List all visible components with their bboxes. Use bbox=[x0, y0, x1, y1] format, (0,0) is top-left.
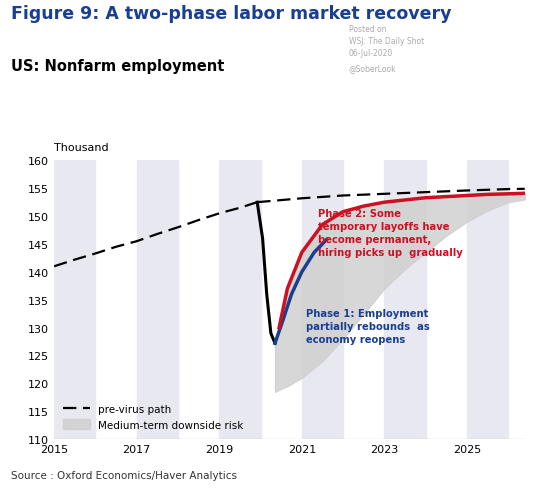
Text: Figure 9: A two-phase labor market recovery: Figure 9: A two-phase labor market recov… bbox=[11, 5, 451, 23]
Text: @SoberLook: @SoberLook bbox=[349, 64, 397, 73]
Text: Thousand: Thousand bbox=[54, 142, 109, 153]
Bar bbox=[54, 161, 95, 439]
Text: Source : Oxford Economics/Haver Analytics: Source : Oxford Economics/Haver Analytic… bbox=[11, 470, 237, 480]
Text: Posted on: Posted on bbox=[349, 25, 386, 34]
Text: WSJ: The Daily Shot: WSJ: The Daily Shot bbox=[349, 37, 424, 46]
Text: Phase 2: Some
temporary layoffs have
become permanent,
hiring picks up  graduall: Phase 2: Some temporary layoffs have bec… bbox=[318, 208, 463, 258]
Text: 06-Jul-2020: 06-Jul-2020 bbox=[349, 49, 393, 58]
Text: US: Nonfarm employment: US: Nonfarm employment bbox=[11, 59, 224, 74]
Bar bbox=[467, 161, 508, 439]
Bar bbox=[302, 161, 343, 439]
Text: Phase 1: Employment
partially rebounds  as
economy reopens: Phase 1: Employment partially rebounds a… bbox=[306, 308, 430, 345]
Bar bbox=[385, 161, 426, 439]
Legend: pre-virus path, Medium-term downside risk: pre-virus path, Medium-term downside ris… bbox=[60, 400, 247, 434]
Bar bbox=[219, 161, 261, 439]
Bar bbox=[137, 161, 178, 439]
